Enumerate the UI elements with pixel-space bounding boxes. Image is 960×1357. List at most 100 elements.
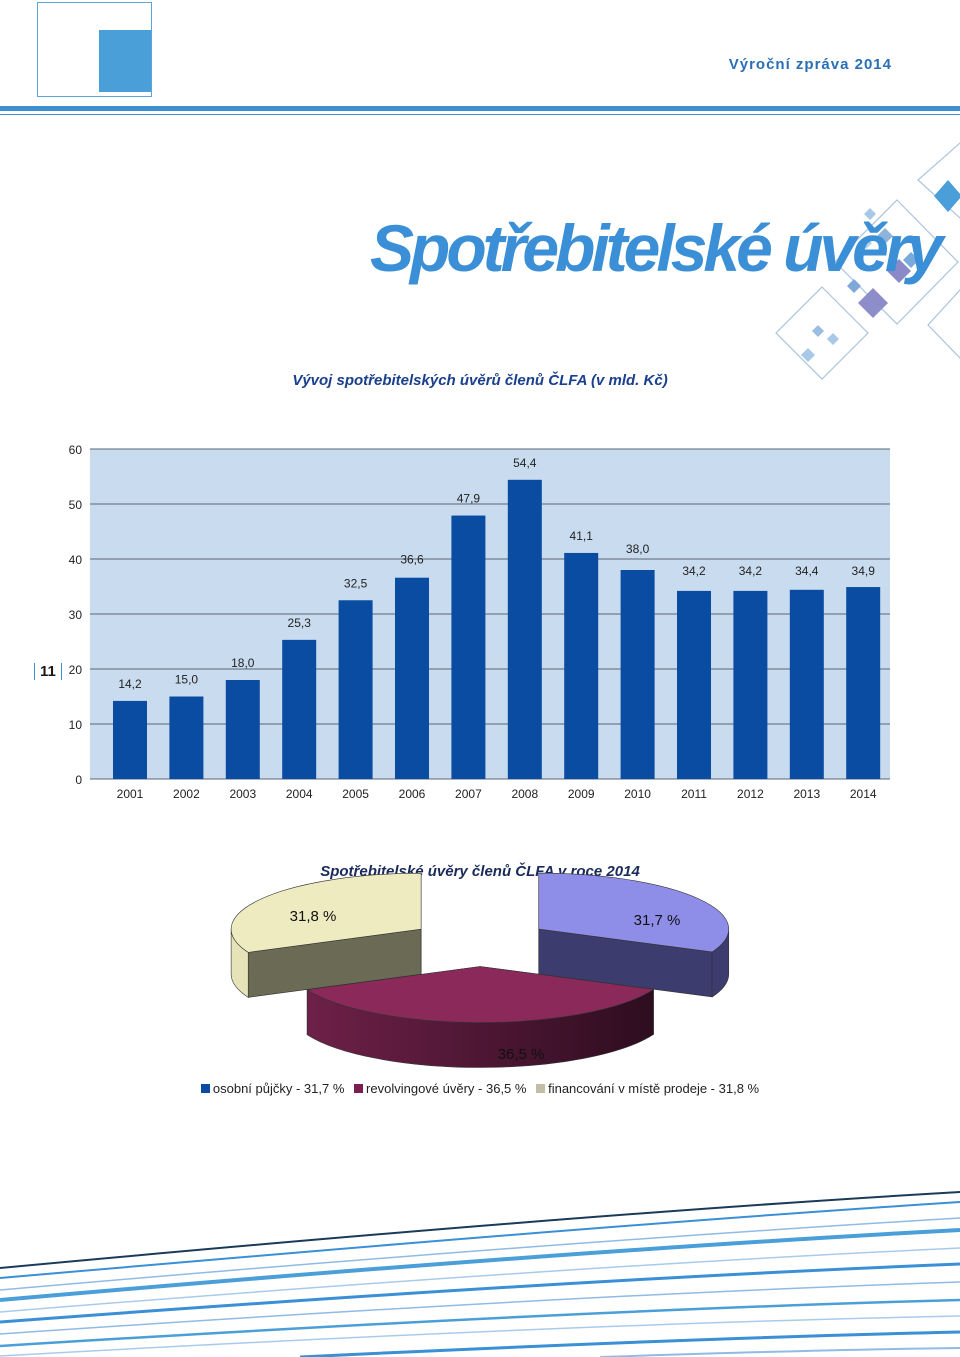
legend-item-personal-loans: osobní půjčky - 31,7 %: [200, 1081, 345, 1096]
footer-wave: [299, 1330, 960, 1357]
legend-label: osobní půjčky - 31,7 %: [212, 1081, 345, 1096]
bar: [620, 570, 655, 779]
pie-label-point-of-sale: 31,8 %: [290, 908, 337, 925]
bar-value-label: 15,0: [175, 673, 199, 687]
x-tick-label: 2013: [793, 787, 820, 801]
legend-item-revolving-credit: revolvingové úvěry - 36,5 %: [354, 1081, 526, 1096]
footer-wave: [0, 1315, 960, 1357]
diamond-filled: [812, 325, 824, 337]
x-tick-label: 2008: [511, 787, 538, 801]
x-tick-label: 2005: [342, 787, 369, 801]
pie-slice-personal-loans: [538, 872, 730, 998]
x-tick-label: 2001: [117, 787, 144, 801]
diamond-filled: [827, 333, 839, 345]
y-tick-label: 10: [69, 718, 83, 732]
diamond-filled: [887, 259, 911, 283]
pie-slice-top: [306, 966, 655, 1023]
x-tick-label: 2006: [399, 787, 426, 801]
bar: [169, 696, 204, 779]
x-tick-label: 2007: [455, 787, 482, 801]
x-tick-label: 2014: [850, 787, 877, 801]
bar-value-label: 18,0: [231, 656, 255, 670]
bar-value-label: 36,6: [400, 553, 424, 567]
footer-wave: [0, 1191, 960, 1269]
footer-wave: [599, 1347, 960, 1357]
pie-slice-top: [538, 872, 730, 953]
diamond-filled: [877, 228, 893, 244]
bar: [395, 577, 429, 779]
bar-value-label: 38,0: [626, 542, 650, 556]
bar-value-label: 41,1: [570, 529, 594, 543]
bar-value-label: 34,9: [852, 564, 876, 578]
pie-label-revolving-credit: 36,5 %: [498, 1046, 545, 1063]
footer-wave: [0, 1247, 960, 1313]
header-rule-thick: [0, 106, 960, 111]
bar: [282, 639, 317, 779]
x-tick-label: 2003: [229, 787, 256, 801]
legend-swatch: [354, 1084, 364, 1093]
diamond-filled: [860, 237, 872, 249]
bar: [113, 700, 147, 779]
pie-legend: osobní půjčky - 31,7 % revolvingové úvěr…: [0, 1081, 960, 1096]
bar: [846, 587, 881, 779]
bar-value-label: 47,9: [457, 492, 481, 506]
bar-value-label: 14,2: [118, 677, 142, 691]
bar: [507, 479, 542, 779]
x-tick-label: 2002: [173, 787, 200, 801]
page-number: 11: [34, 663, 62, 680]
page-heading: Spotřebitelské úvěry: [370, 211, 943, 285]
legend-swatch: [536, 1084, 546, 1093]
y-tick-label: 60: [69, 443, 83, 457]
pie-label-personal-loans: 31,7 %: [634, 912, 681, 929]
diamond-filled: [801, 348, 815, 362]
y-tick-label: 20: [69, 663, 83, 677]
bar: [451, 515, 486, 779]
y-tick-label: 0: [75, 773, 82, 787]
legend-label: financování v místě prodeje - 31,8 %: [548, 1081, 760, 1096]
diamond-filled: [903, 252, 919, 268]
diamond-outline: [834, 199, 959, 325]
bar: [564, 552, 599, 779]
header-filled-square: [99, 30, 151, 92]
footer-wave: [0, 1201, 960, 1279]
bar-value-label: 34,2: [682, 564, 706, 578]
bar-value-label: 25,3: [288, 616, 312, 630]
x-tick-label: 2012: [737, 787, 764, 801]
bar: [338, 600, 373, 779]
footer-wave: [0, 1262, 960, 1324]
legend-swatch: [200, 1084, 210, 1093]
pie-slice-revolving-credit: [306, 966, 655, 1068]
bar: [733, 590, 768, 779]
bar-value-label: 34,4: [795, 564, 819, 578]
report-title: Výroční zpráva 2014: [728, 56, 892, 73]
bar-chart-title: Vývoj spotřebitelských úvěrů členů ČLFA …: [292, 372, 668, 389]
diamond-outline: [775, 286, 869, 380]
legend-item-point-of-sale: financování v místě prodeje - 31,8 %: [536, 1081, 759, 1096]
y-tick-label: 30: [69, 608, 83, 622]
x-tick-label: 2009: [568, 787, 595, 801]
diamond-filled: [934, 180, 960, 212]
pie-slice-point-of-sale: [230, 872, 422, 998]
footer-wave: [0, 1217, 960, 1291]
diamond-outline: [917, 142, 960, 219]
header-rule-thin: [0, 114, 960, 115]
bar: [225, 680, 260, 779]
diamond-outline: [927, 289, 960, 359]
footer-wave: [0, 1228, 960, 1302]
y-tick-label: 40: [69, 553, 83, 567]
y-tick-label: 50: [69, 498, 83, 512]
header-outline-square: [37, 2, 152, 97]
diamond-filled: [864, 208, 876, 220]
bar: [789, 589, 824, 779]
diamond-filled: [847, 279, 861, 293]
legend-label: revolvingové úvěry - 36,5 %: [366, 1081, 527, 1096]
pie-slice-top: [230, 872, 422, 953]
bar-value-label: 54,4: [513, 456, 537, 470]
footer-wave: [0, 1281, 960, 1335]
bar-value-label: 34,2: [739, 564, 763, 578]
bar: [677, 590, 711, 779]
